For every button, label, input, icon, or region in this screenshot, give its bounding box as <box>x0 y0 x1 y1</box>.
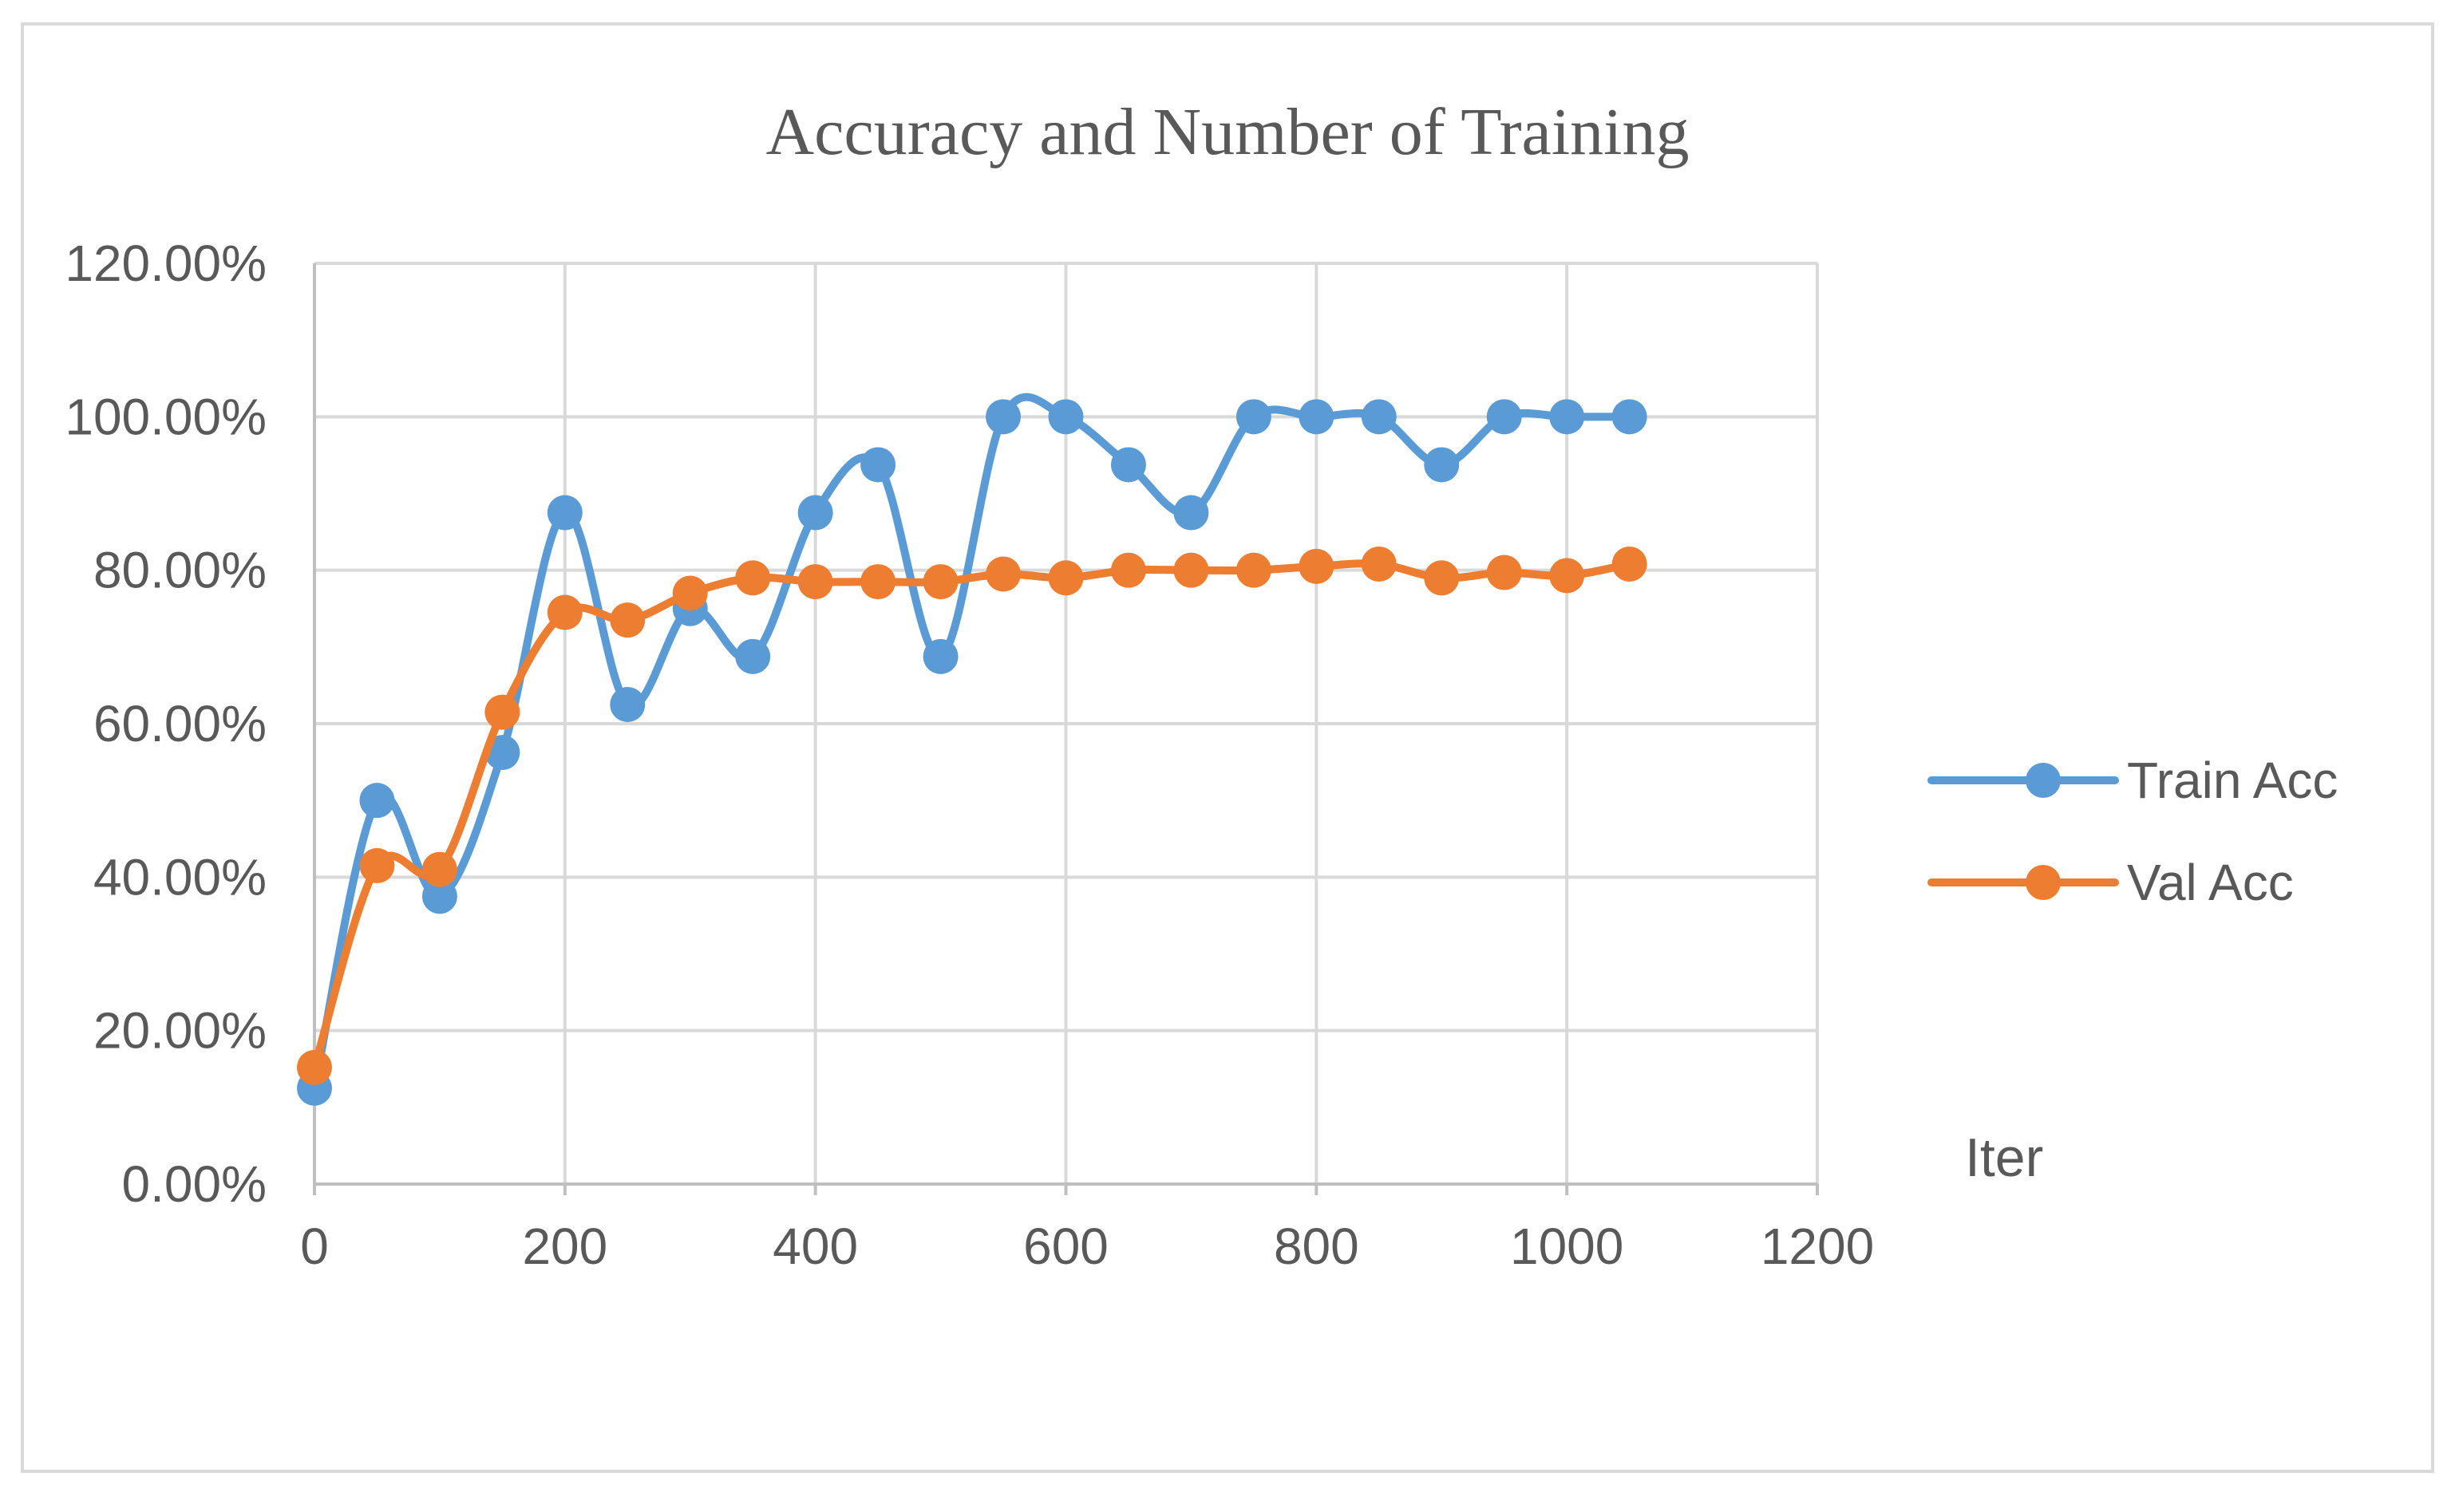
x-tick-label: 600 <box>1023 1218 1109 1275</box>
legend-marker-train-acc <box>2026 763 2061 798</box>
val-acc-point <box>672 575 708 611</box>
val-acc-point <box>1235 552 1271 588</box>
y-tick-label: 0.00% <box>122 1155 267 1213</box>
train-acc-point <box>1361 399 1397 435</box>
val-acc-point <box>359 847 395 883</box>
val-acc-point <box>1299 548 1334 584</box>
train-acc-point <box>421 878 457 914</box>
x-tick-label: 1200 <box>1761 1218 1874 1275</box>
x-tick-label: 400 <box>773 1218 858 1275</box>
val-acc-point <box>484 694 520 730</box>
train-acc-point <box>1299 399 1334 435</box>
val-acc-point <box>547 594 583 630</box>
train-acc-point <box>797 495 833 531</box>
val-acc-point <box>1486 555 1522 590</box>
legend-marker-val-acc <box>2026 865 2061 900</box>
y-tick-label: 80.00% <box>93 542 267 599</box>
val-acc-point <box>1110 552 1146 588</box>
train-acc-point <box>1611 399 1647 435</box>
y-tick-label: 120.00% <box>65 235 267 292</box>
legend-label-val-acc: Val Acc <box>2127 854 2294 911</box>
val-acc-point <box>1173 552 1209 588</box>
train-acc-point <box>610 686 646 722</box>
val-acc-point <box>1048 560 1084 596</box>
train-acc-point <box>735 638 771 674</box>
y-tick-label: 40.00% <box>93 848 267 906</box>
val-acc-point <box>735 560 771 596</box>
train-acc-point <box>1549 399 1585 435</box>
legend-label-train-acc: Train Acc <box>2127 752 2338 809</box>
train-acc-point <box>986 399 1022 435</box>
train-acc-point <box>547 495 583 531</box>
y-tick-label: 100.00% <box>65 388 267 445</box>
chart-frame <box>21 22 2434 1473</box>
axis-layer: 0.00% 20.00% 40.00% 60.00% 80.00% 100.00% 120.… <box>65 235 1874 1275</box>
x-tick-label: 800 <box>1274 1218 1359 1275</box>
train-acc-point <box>860 447 896 483</box>
train-acc-point <box>1048 399 1084 435</box>
y-tick-label: 20.00% <box>93 1002 267 1060</box>
x-tick-label: 0 <box>300 1218 329 1275</box>
val-acc-point <box>297 1049 332 1085</box>
y-tick-label: 60.00% <box>93 695 267 752</box>
x-tick-label: 200 <box>522 1218 607 1275</box>
val-acc-point <box>421 851 457 887</box>
val-acc-point <box>1611 546 1647 582</box>
val-acc-point <box>860 564 896 600</box>
train-acc-point <box>1424 447 1460 483</box>
train-acc-point <box>1110 447 1146 483</box>
series-layer <box>297 393 1647 1106</box>
train-acc-point <box>1235 399 1271 435</box>
val-acc-point <box>1361 546 1397 582</box>
val-acc-point <box>923 564 959 600</box>
val-acc-point <box>986 556 1022 592</box>
x-axis-label: Iter <box>1965 1127 2043 1188</box>
train-acc-point <box>1173 495 1209 531</box>
legend: Train Acc Val Acc <box>1927 752 2338 911</box>
val-acc-point <box>610 602 646 638</box>
x-tick-label: 1000 <box>1510 1218 1623 1275</box>
train-acc-point <box>923 638 959 674</box>
train-acc-point <box>359 783 395 819</box>
val-acc-point <box>797 564 833 600</box>
val-acc-point <box>1549 558 1585 594</box>
chart-title: Accuracy and Number of Training <box>765 95 1689 169</box>
train-acc-point <box>1486 399 1522 435</box>
val-acc-point <box>1424 560 1460 596</box>
